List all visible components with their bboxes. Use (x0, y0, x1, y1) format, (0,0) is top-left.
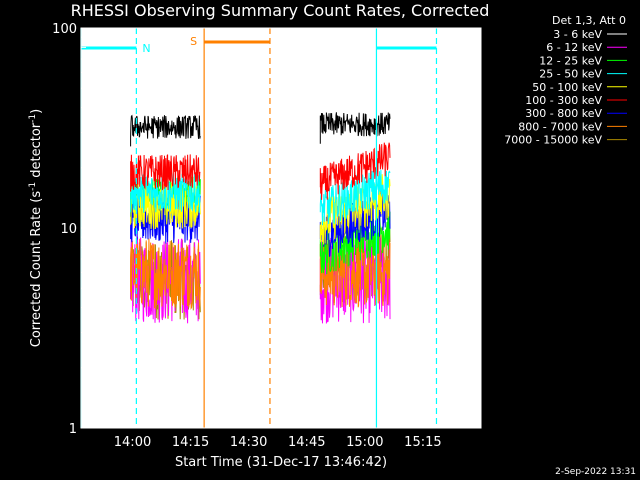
y-axis-label: Corrected Count Rate (s-1 detector-1) (28, 109, 44, 347)
x-tick-label: 14:30 (230, 435, 267, 450)
legend-entry-label: 100 - 300 keV (525, 94, 602, 107)
series-line-5-seg-1 (319, 142, 391, 200)
x-tick-label: 14:00 (114, 435, 151, 450)
night-label: N (142, 42, 150, 55)
legend-entry-label: 50 - 100 keV (532, 81, 602, 94)
legend-entry-label: 6 - 12 keV (546, 41, 602, 54)
legend-title: Det 1,3, Att 0 (552, 14, 626, 27)
legend-entry-label: 800 - 7000 keV (518, 120, 602, 133)
saa-label: S (190, 35, 197, 48)
legend-entry-label: 300 - 800 keV (525, 107, 602, 120)
x-axis-label: Start Time (31-Dec-17 13:46:42) (175, 455, 387, 470)
legend-entry-label: 25 - 50 keV (539, 68, 602, 81)
plot-series-group (130, 112, 391, 324)
chart-title: RHESSI Observing Summary Count Rates, Co… (71, 1, 490, 20)
series-line-4-seg-1 (319, 174, 391, 245)
x-axis: 14:00 14:15 14:30 14:45 15:00 15:15 (93, 28, 463, 450)
x-tick-label: 15:00 (346, 435, 383, 450)
footer-date: 2-Sep-2022 13:31 (555, 467, 636, 477)
series-line-3-seg-1 (319, 168, 391, 226)
series-line-7-seg-0 (130, 238, 201, 311)
series-line-0-seg-1 (319, 112, 391, 144)
series-line-6-seg-0 (130, 195, 201, 244)
y-tick-label: 1 (69, 422, 77, 437)
legend-entry-label: 3 - 6 keV (553, 28, 602, 41)
y-axis: 1 10 100 (52, 22, 481, 437)
x-tick-label: 14:45 (288, 435, 325, 450)
x-tick-label: 14:15 (172, 435, 209, 450)
legend-entry-label: 7000 - 15000 keV (504, 134, 602, 147)
x-tick-label: 15:15 (404, 435, 441, 450)
series-line-5-seg-0 (130, 154, 201, 192)
series-line-0-seg-0 (130, 114, 201, 147)
y-tick-label: 100 (52, 22, 77, 37)
y-tick-label: 10 (60, 222, 77, 237)
legend-entry-label: 12 - 25 keV (539, 54, 602, 67)
